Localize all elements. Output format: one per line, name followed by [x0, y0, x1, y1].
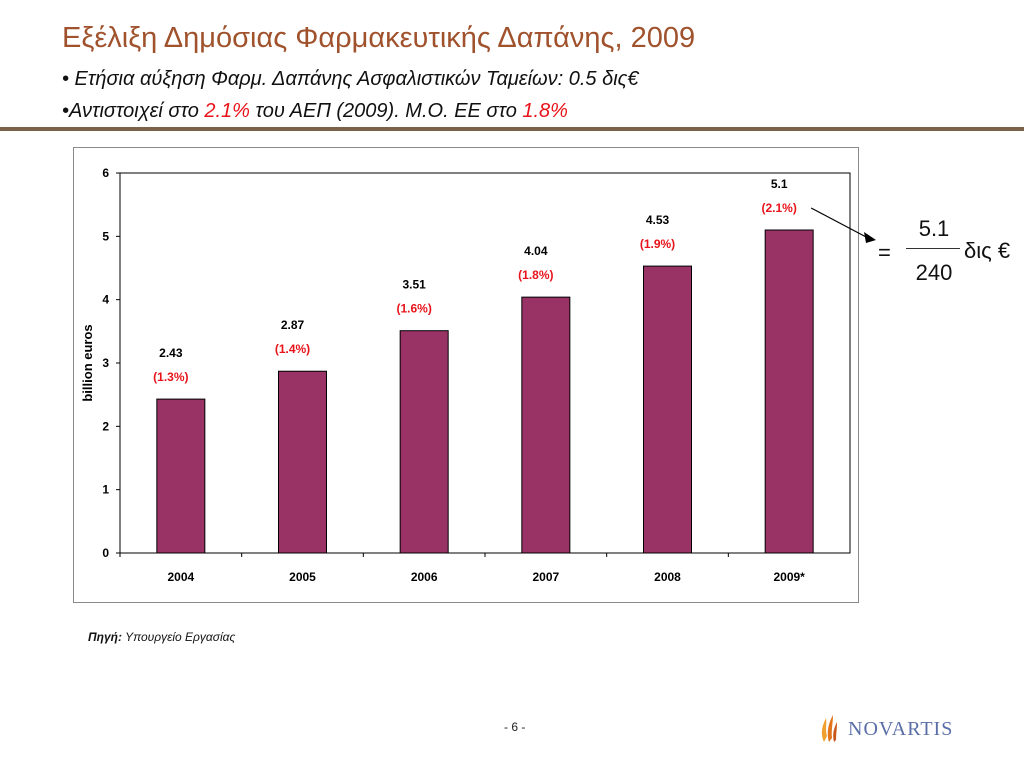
data-label: 4.04: [524, 244, 548, 258]
x-tick-label: 2005: [289, 570, 316, 584]
x-tick-label: 2007: [532, 570, 559, 584]
data-label: 4.53: [646, 213, 670, 227]
fraction-line: [906, 248, 960, 249]
percent-label: (1.6%): [396, 302, 431, 316]
y-tick-label: 1: [102, 483, 109, 497]
x-tick-label: 2004: [167, 570, 194, 584]
bar: [521, 296, 571, 554]
plot-area: [119, 172, 851, 554]
y-tick-label: 5: [102, 229, 109, 243]
y-tick-label: 0: [102, 546, 109, 560]
percent-label: (1.9%): [640, 237, 675, 251]
bullet-eu-average-value: 1.8%: [522, 100, 568, 122]
page-number: - 6 -: [504, 720, 526, 734]
callout-arrow: [810, 207, 869, 239]
novartis-flame-icon: [821, 715, 837, 742]
y-tick-label: 4: [102, 293, 109, 307]
x-tick-label: 2006: [411, 570, 438, 584]
bullet-gdp-prefix: •Αντιστοιχεί στο: [62, 100, 205, 122]
bullet-gdp-share: •Αντιστοιχεί στο 2.1% του ΑΕΠ (2009). Μ.…: [62, 100, 568, 123]
bullet-annual-increase: • Ετήσια αύξηση Φαρμ. Δαπάνης Ασφαλιστικ…: [62, 68, 639, 90]
percent-label: (1.4%): [275, 342, 310, 356]
y-tick-label: 2: [102, 419, 109, 433]
bar: [156, 398, 206, 554]
novartis-logo: NOVARTIS: [818, 712, 958, 744]
equation-denominator: 240: [915, 260, 953, 285]
source-label: Πηγή:: [88, 630, 122, 644]
slide-title: Εξέλιξη Δημόσιας Φαρμακευτικής Δαπάνης, …: [62, 22, 696, 54]
y-tick-label: 6: [102, 166, 109, 180]
bullet-gdp-mid: του ΑΕΠ (2009). Μ.Ο. ΕΕ στο: [249, 100, 523, 122]
bar: [643, 265, 692, 554]
source-text: Υπουργείο Εργασίας: [121, 630, 236, 644]
bar: [278, 370, 327, 554]
x-tick-label: 2009*: [773, 570, 805, 584]
data-label: 5.1: [771, 177, 788, 191]
equation-numerator: 5.1: [918, 216, 950, 241]
title-divider: [0, 127, 1024, 131]
y-axis-label: billion euros: [80, 324, 95, 401]
arrowhead-icon: [864, 232, 876, 243]
y-tick-label: 3: [102, 356, 109, 370]
x-tick-label: 2008: [654, 570, 681, 584]
percent-label: (1.8%): [518, 268, 553, 282]
data-label: 3.51: [402, 278, 426, 292]
source-note: Πηγή: Υπουργείο Εργασίας: [88, 630, 235, 644]
data-label: 2.43: [159, 346, 183, 360]
bar: [399, 330, 449, 554]
percent-label: (1.3%): [153, 370, 188, 384]
equation-equals: =: [878, 240, 891, 265]
percent-label: (2.1%): [761, 201, 796, 215]
bullet-gdp-value: 2.1%: [204, 100, 250, 122]
logo-text: NOVARTIS: [848, 718, 954, 740]
data-label: 2.87: [281, 318, 305, 332]
equation-unit: δις €: [964, 238, 1011, 263]
equation-box: = 5.1 240 δις €: [870, 210, 1024, 300]
bar: [764, 229, 814, 554]
